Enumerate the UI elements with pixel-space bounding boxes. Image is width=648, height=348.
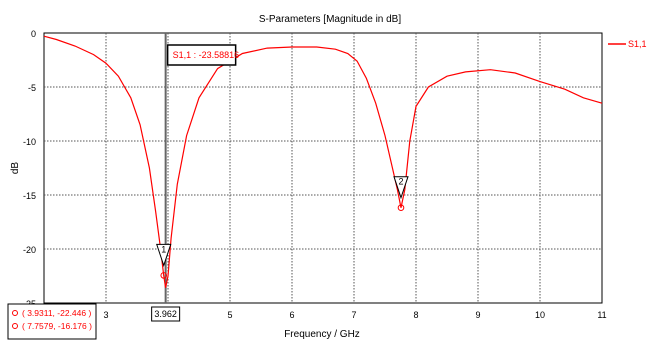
y-axis-label: dB	[10, 162, 21, 175]
y-axis-ticks: 0-5-10-15-20-25	[23, 29, 36, 309]
marker-readout-panel: ( 3.9311, -22.446 ) ( 7.7579, -16.176 )	[7, 303, 97, 340]
legend: S1,1	[608, 39, 647, 49]
marker-group[interactable]: 12	[156, 176, 409, 279]
y-tick-label: -10	[23, 137, 36, 147]
chart-title: S-Parameters [Magnitude in dB]	[259, 14, 402, 25]
legend-label: S1,1	[628, 39, 647, 49]
readout-row-text: ( 3.9311, -22.446 )	[22, 308, 91, 318]
x-tick-label: 11	[597, 310, 606, 320]
x-tick-label: 9	[475, 310, 480, 320]
marker-id-label: 1	[161, 244, 166, 254]
minimum-annotation-box	[166, 44, 237, 66]
x-tick-label: 5	[227, 310, 232, 320]
minimum-x-readout: 3.962	[151, 306, 181, 322]
marker-id-label: 2	[398, 177, 403, 187]
gridlines	[44, 33, 602, 303]
readout-marker-icon	[12, 323, 18, 329]
marker-point	[397, 204, 405, 212]
y-tick-label: -20	[23, 245, 36, 255]
x-tick-label: 3	[103, 310, 108, 320]
x-tick-label: 6	[289, 310, 294, 320]
plot-area	[43, 32, 603, 304]
marker-flag	[156, 243, 172, 267]
y-tick-label: 0	[31, 29, 36, 39]
readout-marker-icon	[12, 310, 18, 316]
series-line-s11	[43, 35, 603, 288]
x-axis-label: Frequency / GHz	[284, 329, 360, 340]
y-tick-label: -15	[23, 191, 36, 201]
minimum-x-text: 3.962	[154, 309, 177, 319]
marker-point	[160, 272, 168, 279]
minimum-x-box	[151, 306, 181, 322]
readout-row-text: ( 7.7579, -16.176 )	[22, 321, 92, 331]
y-tick-label: -5	[28, 83, 36, 93]
x-tick-label: 7	[351, 310, 356, 320]
x-tick-label: 8	[413, 310, 418, 320]
minimum-annotation-text: S1,1 : -23.58816	[173, 50, 240, 60]
minimum-annotation[interactable]: S1,1 : -23.58816	[166, 44, 240, 66]
marker-flag	[393, 176, 409, 200]
x-tick-label: 10	[535, 310, 545, 320]
marker-readout-box	[7, 303, 97, 340]
